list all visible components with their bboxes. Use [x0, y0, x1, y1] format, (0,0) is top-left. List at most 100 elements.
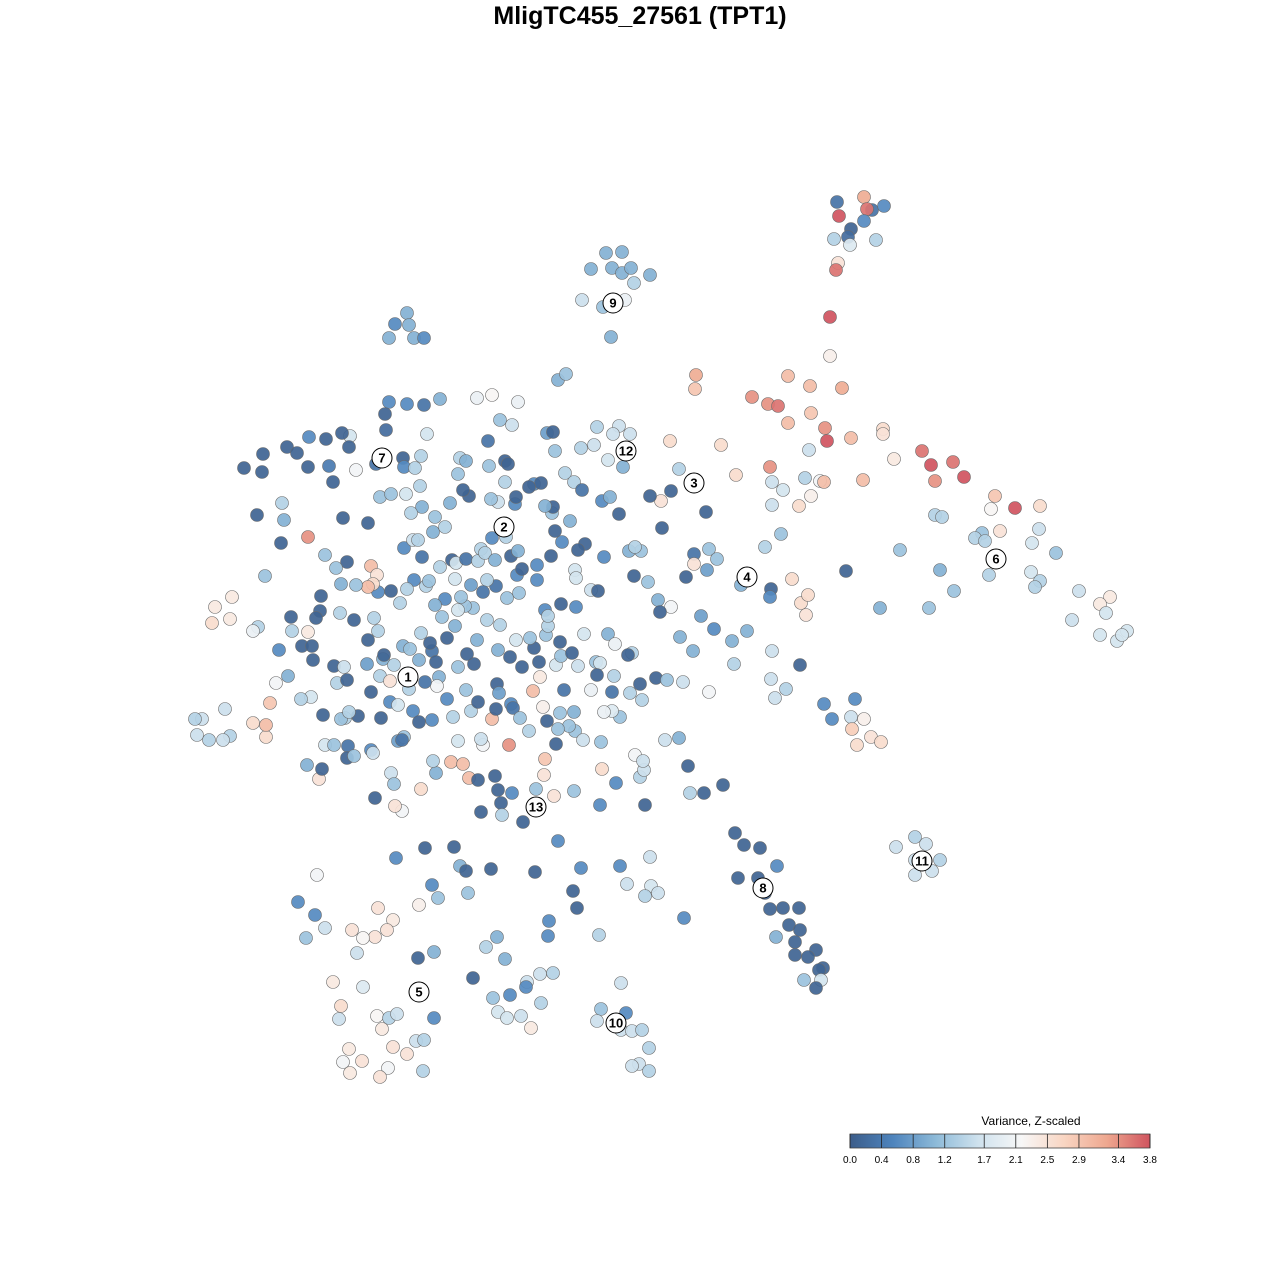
- cluster-label-text: 7: [378, 451, 385, 466]
- cell-point: [681, 759, 695, 773]
- cell-point: [438, 520, 452, 534]
- cell-point: [361, 516, 375, 530]
- cell-point: [327, 738, 341, 752]
- cell-point: [554, 597, 568, 611]
- cell-point: [418, 675, 432, 689]
- cell-point: [725, 634, 739, 648]
- cluster-label-3: 3: [683, 472, 705, 494]
- cell-point: [803, 379, 817, 393]
- cell-point: [202, 733, 216, 747]
- cell-point: [830, 195, 844, 209]
- cell-point: [551, 722, 565, 736]
- cell-point: [364, 685, 378, 699]
- cell-point: [590, 1014, 604, 1028]
- cell-point: [530, 558, 544, 572]
- cell-point: [575, 483, 589, 497]
- cell-point: [857, 712, 871, 726]
- legend-ticks: 0.0 0.4 0.8 1.2 1.7 2.1 2.5 2.9 3.4 3.8: [843, 1134, 1157, 1166]
- cell-point: [466, 971, 480, 985]
- cell-point: [788, 935, 802, 949]
- cell-point: [416, 1064, 430, 1078]
- cell-point: [382, 331, 396, 345]
- cell-point: [422, 574, 436, 588]
- cell-point: [544, 549, 558, 563]
- cluster-label-11: 11: [911, 850, 933, 872]
- cell-point: [753, 841, 767, 855]
- cell-point: [406, 704, 420, 718]
- cell-point: [511, 395, 525, 409]
- cell-point: [326, 975, 340, 989]
- cluster-label-text: 10: [609, 1016, 623, 1031]
- cell-point: [444, 755, 458, 769]
- cell-point: [300, 758, 314, 772]
- cell-point: [190, 728, 204, 742]
- cell-point: [402, 318, 416, 332]
- cell-point: [575, 293, 589, 307]
- cell-point: [601, 627, 615, 641]
- cell-point: [495, 808, 509, 822]
- cluster-label-10: 10: [605, 1012, 627, 1034]
- cell-point: [509, 490, 523, 504]
- cell-point: [388, 799, 402, 813]
- cell-point: [377, 648, 391, 662]
- cell-point: [597, 705, 611, 719]
- cell-point: [285, 624, 299, 638]
- cell-point: [461, 886, 475, 900]
- cluster-label-circle: [493, 516, 515, 538]
- cell-point: [522, 724, 536, 738]
- cell-point: [612, 507, 626, 521]
- cluster-label-circle: [911, 850, 933, 872]
- cell-point: [188, 712, 202, 726]
- legend-colorbar: [849, 1133, 1151, 1149]
- legend-tick-label: 2.5: [1040, 1155, 1054, 1166]
- cell-point: [337, 660, 351, 674]
- cell-point: [663, 434, 677, 448]
- cell-point: [714, 438, 728, 452]
- cell-point: [1099, 606, 1113, 620]
- cell-point: [371, 624, 385, 638]
- cell-point: [984, 502, 998, 516]
- legend-tick-label: 0.8: [906, 1155, 920, 1166]
- cell-point: [728, 826, 742, 840]
- cell-point: [584, 262, 598, 276]
- cell-point: [820, 434, 834, 448]
- cell-point: [467, 657, 481, 671]
- cell-point: [433, 560, 447, 574]
- cell-point: [893, 543, 907, 557]
- cell-point: [716, 778, 730, 792]
- cell-point: [764, 672, 778, 686]
- cluster-label-text: 3: [690, 476, 697, 491]
- cell-point: [710, 552, 724, 566]
- cell-point: [314, 589, 328, 603]
- cell-point: [280, 440, 294, 454]
- cell-point: [566, 884, 580, 898]
- cell-point: [765, 475, 779, 489]
- cell-point: [1103, 590, 1117, 604]
- cell-point: [597, 550, 611, 564]
- cell-point: [493, 413, 507, 427]
- cell-point: [414, 782, 428, 796]
- cell-point: [793, 923, 807, 937]
- cell-point: [818, 421, 832, 435]
- cell-point: [361, 633, 375, 647]
- cell-point: [538, 499, 552, 513]
- cluster-label-text: 1: [404, 670, 411, 685]
- cell-point: [553, 635, 567, 649]
- cell-point: [620, 877, 634, 891]
- cell-point: [225, 590, 239, 604]
- cell-point: [355, 1054, 369, 1068]
- cell-point: [590, 668, 604, 682]
- cell-point: [494, 796, 508, 810]
- cell-point: [595, 762, 609, 776]
- cell-point: [246, 716, 260, 730]
- cell-point: [291, 895, 305, 909]
- cell-point: [360, 657, 374, 671]
- cluster-label-text: 6: [992, 552, 999, 567]
- cluster-label-circle: [397, 666, 419, 688]
- cell-point: [946, 455, 960, 469]
- cell-point: [318, 548, 332, 562]
- cell-point: [889, 840, 903, 854]
- cell-point: [356, 980, 370, 994]
- cell-point: [386, 1040, 400, 1054]
- cell-point: [694, 609, 708, 623]
